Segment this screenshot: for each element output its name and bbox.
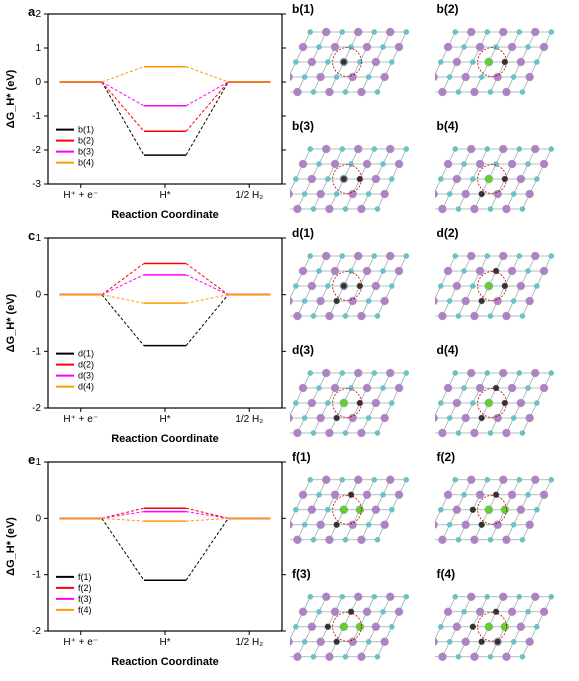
svg-text:1/2 H₂: 1/2 H₂: [235, 637, 263, 648]
svg-text:H*: H*: [159, 414, 170, 425]
svg-text:d(2): d(2): [78, 360, 94, 370]
svg-text:H⁺ + e⁻: H⁺ + e⁻: [63, 637, 98, 648]
lattice-panel: b(1): [290, 0, 435, 117]
lattice-panel-label: d(4): [437, 343, 459, 357]
svg-text:b(1): b(1): [78, 125, 94, 135]
lattice-panel-label: f(3): [292, 567, 311, 581]
lattice-panel: d(3): [290, 341, 435, 458]
svg-text:1: 1: [35, 233, 41, 244]
lattice-panel: f(2): [435, 448, 579, 565]
svg-text:H*: H*: [159, 190, 170, 201]
lattice-panel: d(4): [435, 341, 579, 458]
svg-text:0: 0: [35, 513, 41, 524]
svg-text:1: 1: [35, 457, 41, 468]
lattice-panel-label: f(1): [292, 450, 311, 464]
lattice-panel-label: d(2): [437, 226, 459, 240]
lattice-panels-d: d(1) d(2) d(3) d(4): [290, 224, 579, 448]
svg-text:b(4): b(4): [78, 158, 94, 168]
svg-text:1: 1: [35, 43, 41, 54]
svg-text:H⁺ + e⁻: H⁺ + e⁻: [63, 190, 98, 201]
svg-text:-2: -2: [32, 145, 41, 156]
lattice-panel: b(4): [435, 117, 579, 234]
svg-text:Reaction Coordinate: Reaction Coordinate: [111, 209, 219, 221]
lattice-panel-label: b(2): [437, 2, 459, 16]
svg-text:1/2 H₂: 1/2 H₂: [235, 414, 263, 425]
lattice-panel-label: f(2): [437, 450, 456, 464]
svg-text:f(3): f(3): [78, 594, 92, 604]
lattice-panel-label: f(4): [437, 567, 456, 581]
lattice-panel-label: d(1): [292, 226, 314, 240]
svg-text:b(2): b(2): [78, 136, 94, 146]
svg-text:-2: -2: [32, 403, 41, 414]
lattice-panel: f(3): [290, 565, 435, 681]
lattice-panel-label: b(3): [292, 119, 314, 133]
lattice-panel: d(2): [435, 224, 579, 341]
lattice-panels-b: b(1) b(2) b(3) b(4): [290, 0, 579, 224]
svg-text:-1: -1: [32, 346, 41, 357]
chart-panel-label: c: [28, 228, 35, 243]
svg-text:H*: H*: [159, 637, 170, 648]
chart-panel-label: e: [28, 452, 35, 467]
svg-text:Reaction Coordinate: Reaction Coordinate: [111, 433, 219, 445]
figure-row-c: c -2 -1 0 1 ΔG_H* (eV) H⁺ + e⁻ H* 1/2 H₂ Reaction…: [0, 224, 579, 448]
svg-text:2: 2: [35, 9, 41, 20]
svg-text:0: 0: [35, 290, 41, 301]
chart-c: c -2 -1 0 1 ΔG_H* (eV) H⁺ + e⁻ H* 1/2 H₂ Reaction…: [0, 224, 290, 448]
svg-text:d(3): d(3): [78, 371, 94, 381]
chart-e: e -2 -1 0 1 ΔG_H* (eV) H⁺ + e⁻ H* 1/2 H₂ Reaction…: [0, 448, 290, 671]
lattice-panel: b(2): [435, 0, 579, 117]
svg-text:f(2): f(2): [78, 583, 92, 593]
figure-row-e: e -2 -1 0 1 ΔG_H* (eV) H⁺ + e⁻ H* 1/2 H₂ Reaction…: [0, 448, 579, 671]
svg-text:-2: -2: [32, 626, 41, 637]
svg-text:-1: -1: [32, 111, 41, 122]
svg-text:d(1): d(1): [78, 349, 94, 359]
lattice-panel: b(3): [290, 117, 435, 234]
svg-text:ΔG_H* (eV): ΔG_H* (eV): [5, 293, 17, 352]
svg-text:-1: -1: [32, 570, 41, 581]
lattice-panel-label: d(3): [292, 343, 314, 357]
chart-a: a -3 -2 -1 0 1 2 ΔG_H* (eV) H⁺ + e⁻ H* 1/2 H₂ React…: [0, 0, 290, 224]
lattice-panel-label: b(4): [437, 119, 459, 133]
svg-text:ΔG_H* (eV): ΔG_H* (eV): [5, 69, 17, 128]
chart-panel-label: a: [28, 4, 35, 19]
lattice-panel: d(1): [290, 224, 435, 341]
svg-text:-3: -3: [32, 179, 41, 190]
svg-text:b(3): b(3): [78, 147, 94, 157]
svg-text:Reaction Coordinate: Reaction Coordinate: [111, 656, 219, 668]
svg-text:ΔG_H* (eV): ΔG_H* (eV): [5, 517, 17, 576]
svg-text:f(4): f(4): [78, 605, 92, 615]
svg-text:0: 0: [35, 77, 41, 88]
figure-row-a: a -3 -2 -1 0 1 2 ΔG_H* (eV) H⁺ + e⁻ H* 1/2 H₂ React…: [0, 0, 579, 224]
svg-text:d(4): d(4): [78, 382, 94, 392]
lattice-panel: f(1): [290, 448, 435, 565]
lattice-panel-label: b(1): [292, 2, 314, 16]
lattice-panel: f(4): [435, 565, 579, 681]
svg-text:1/2 H₂: 1/2 H₂: [235, 190, 263, 201]
svg-text:H⁺ + e⁻: H⁺ + e⁻: [63, 414, 98, 425]
svg-text:f(1): f(1): [78, 572, 92, 582]
lattice-panels-f: f(1) f(2) f(3) f(4): [290, 448, 579, 671]
